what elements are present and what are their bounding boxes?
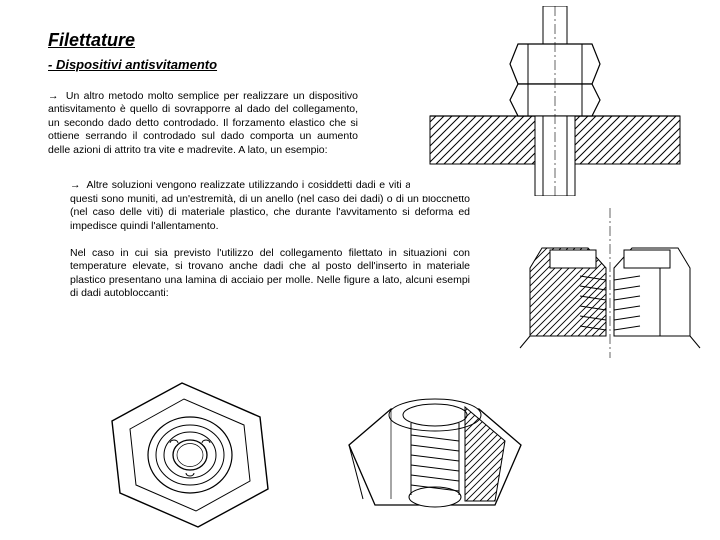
figure-locknut-section — [510, 208, 710, 358]
paragraph-controdado: → Un altro metodo molto semplice per rea… — [48, 90, 358, 157]
paragraph-controdado-text: Un altro metodo molto semplice per reali… — [48, 90, 358, 156]
arrow-icon: → — [48, 90, 59, 102]
paragraph-high-temp: Nel caso in cui sia previsto l'utilizzo … — [70, 247, 470, 301]
figure-locknut-topview — [80, 375, 300, 535]
figure-locknut-cutaway — [320, 365, 550, 535]
arrow-icon: → — [70, 179, 81, 191]
paragraph-high-temp-text: Nel caso in cui sia previsto l'utilizzo … — [70, 247, 470, 299]
figure-controdado — [410, 6, 690, 196]
